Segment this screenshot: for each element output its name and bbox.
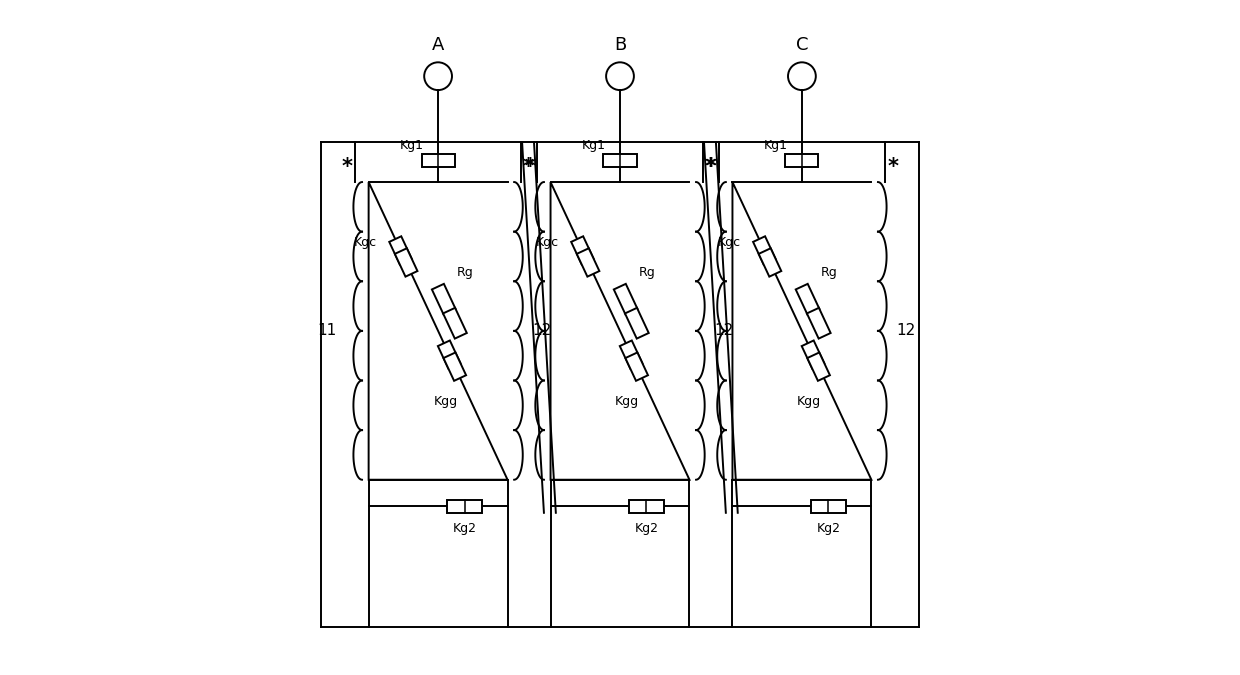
Polygon shape: [759, 248, 781, 277]
Polygon shape: [389, 236, 412, 265]
Text: A: A: [432, 36, 444, 55]
Text: Kgc: Kgc: [536, 236, 558, 248]
Text: Kgc: Kgc: [353, 236, 377, 248]
Text: *: *: [704, 157, 715, 177]
Text: Kgg: Kgg: [615, 395, 640, 408]
Polygon shape: [796, 284, 820, 315]
Polygon shape: [807, 352, 830, 381]
Polygon shape: [753, 236, 776, 265]
Polygon shape: [432, 284, 455, 315]
Text: 12: 12: [533, 323, 552, 338]
Polygon shape: [577, 248, 599, 277]
Text: Rg: Rg: [458, 267, 474, 279]
Text: Kg2: Kg2: [635, 522, 658, 535]
Polygon shape: [444, 352, 466, 381]
Polygon shape: [625, 308, 649, 339]
Polygon shape: [394, 248, 418, 277]
Text: Kgg: Kgg: [797, 395, 821, 408]
Text: Kg1: Kg1: [764, 138, 787, 152]
Text: B: B: [614, 36, 626, 55]
Text: Kgc: Kgc: [717, 236, 740, 248]
Polygon shape: [620, 340, 642, 369]
Polygon shape: [625, 352, 649, 381]
Text: 12: 12: [714, 323, 734, 338]
Polygon shape: [802, 340, 825, 369]
Polygon shape: [438, 340, 460, 369]
Polygon shape: [785, 154, 818, 167]
Text: Rg: Rg: [821, 267, 837, 279]
Polygon shape: [572, 236, 594, 265]
Text: Kg1: Kg1: [399, 138, 424, 152]
Text: Kg2: Kg2: [453, 522, 476, 535]
Polygon shape: [422, 154, 455, 167]
Text: Kg1: Kg1: [582, 138, 605, 152]
Text: C: C: [796, 36, 808, 55]
Polygon shape: [811, 500, 846, 513]
Text: *: *: [525, 157, 536, 177]
Text: 11: 11: [317, 323, 337, 338]
Text: *: *: [341, 157, 352, 177]
Polygon shape: [443, 308, 466, 339]
Text: Kg2: Kg2: [816, 522, 841, 535]
Text: Rg: Rg: [639, 267, 656, 279]
Polygon shape: [448, 500, 482, 513]
Polygon shape: [807, 308, 831, 339]
Polygon shape: [604, 154, 636, 167]
Text: 12: 12: [897, 323, 916, 338]
Text: Kgg: Kgg: [433, 395, 458, 408]
Text: *: *: [523, 157, 534, 177]
Text: *: *: [888, 157, 899, 177]
Text: *: *: [706, 157, 717, 177]
Polygon shape: [629, 500, 663, 513]
Polygon shape: [614, 284, 637, 315]
